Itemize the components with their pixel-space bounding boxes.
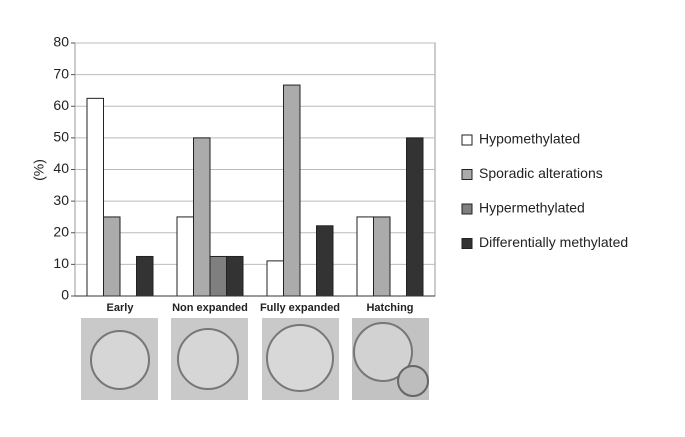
bar (176, 216, 194, 297)
embryo (397, 365, 429, 397)
x-tick-label: Early (107, 302, 135, 314)
y-tick-label: 0 (61, 287, 69, 303)
bar (283, 84, 301, 297)
embryo-images (81, 318, 429, 400)
y-tick-label: 50 (53, 129, 69, 145)
y-tick-label: 20 (53, 223, 69, 239)
y-tick-label: 40 (53, 160, 69, 176)
bar (209, 255, 227, 297)
x-tick-label: Hatching (366, 302, 413, 314)
bar (356, 216, 374, 297)
bar (193, 137, 211, 297)
y-axis-label: (%) (31, 159, 47, 181)
legend-swatch (461, 134, 473, 146)
y-tick-label: 70 (53, 65, 69, 81)
x-tick-label: Fully expanded (260, 302, 340, 314)
bar (103, 216, 121, 297)
embryo (177, 328, 239, 390)
bar (316, 225, 334, 297)
legend-swatch (461, 238, 473, 249)
y-tick-label: 30 (53, 192, 69, 208)
legend-label: Hypermethylated (479, 200, 585, 216)
bar (406, 137, 424, 297)
bar (226, 255, 244, 297)
legend-swatch (461, 169, 473, 180)
embryo (353, 322, 413, 382)
y-tick-label: 80 (53, 34, 69, 50)
bar (373, 216, 391, 297)
y-tick-label: 60 (53, 97, 69, 113)
embryo (90, 330, 150, 390)
legend-swatch (461, 203, 473, 215)
embryo (266, 324, 334, 392)
x-tick-label: Non expanded (172, 302, 248, 314)
bar (266, 260, 284, 297)
bar (136, 255, 154, 297)
bar (86, 97, 104, 297)
legend-label: Sporadic alterations (479, 165, 603, 181)
y-tick-label: 10 (53, 255, 69, 271)
legend-label: Differentially methylated (479, 234, 628, 250)
legend-label: Hypomethylated (479, 131, 580, 147)
